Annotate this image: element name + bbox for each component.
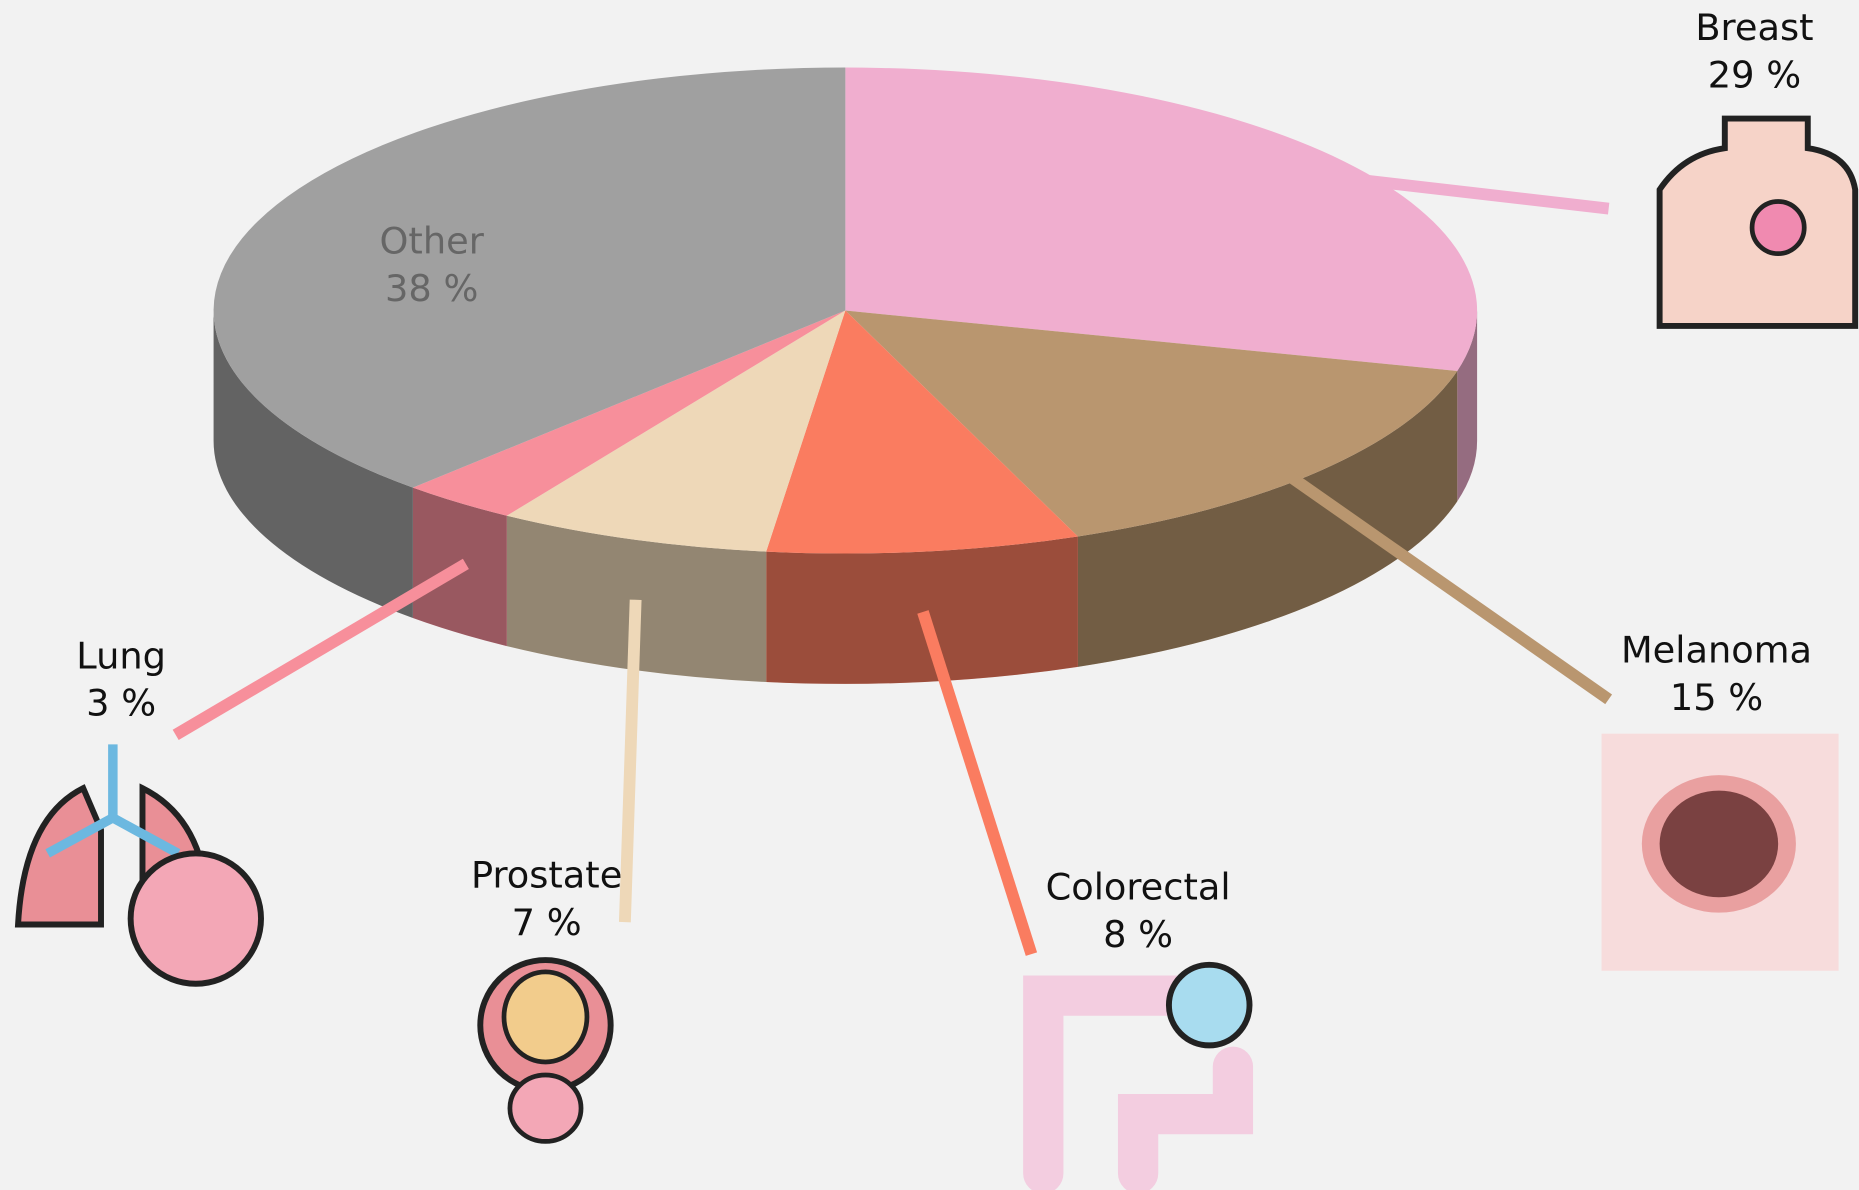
category-label: Colorectal: [1046, 865, 1231, 908]
prostate-icon-bladder: [504, 972, 587, 1062]
breast-icon-spot: [1752, 201, 1804, 253]
value-label: 7 %: [512, 901, 582, 944]
category-label: Melanoma: [1621, 628, 1812, 671]
chart: Breast 29 % Melanoma 15 % Colorectal 8 % Prost…: [0, 0, 1859, 1190]
lung-icon-lens: [131, 853, 261, 983]
slice-side-shade: [766, 536, 1078, 683]
value-label: 8 %: [1103, 913, 1173, 956]
colorectal-icon-lens: [1169, 965, 1250, 1046]
value-label: 38 %: [385, 267, 478, 310]
melanoma-icon-spot: [1660, 791, 1779, 898]
value-label: 15 %: [1670, 676, 1763, 719]
prostate-icon-gland: [510, 1075, 581, 1141]
value-label: 3 %: [86, 682, 156, 725]
category-label: Other: [380, 219, 485, 262]
category-label: Breast: [1695, 6, 1813, 49]
category-label: Prostate: [471, 854, 622, 897]
value-label: 29 %: [1708, 54, 1801, 97]
category-label: Lung: [76, 634, 166, 677]
